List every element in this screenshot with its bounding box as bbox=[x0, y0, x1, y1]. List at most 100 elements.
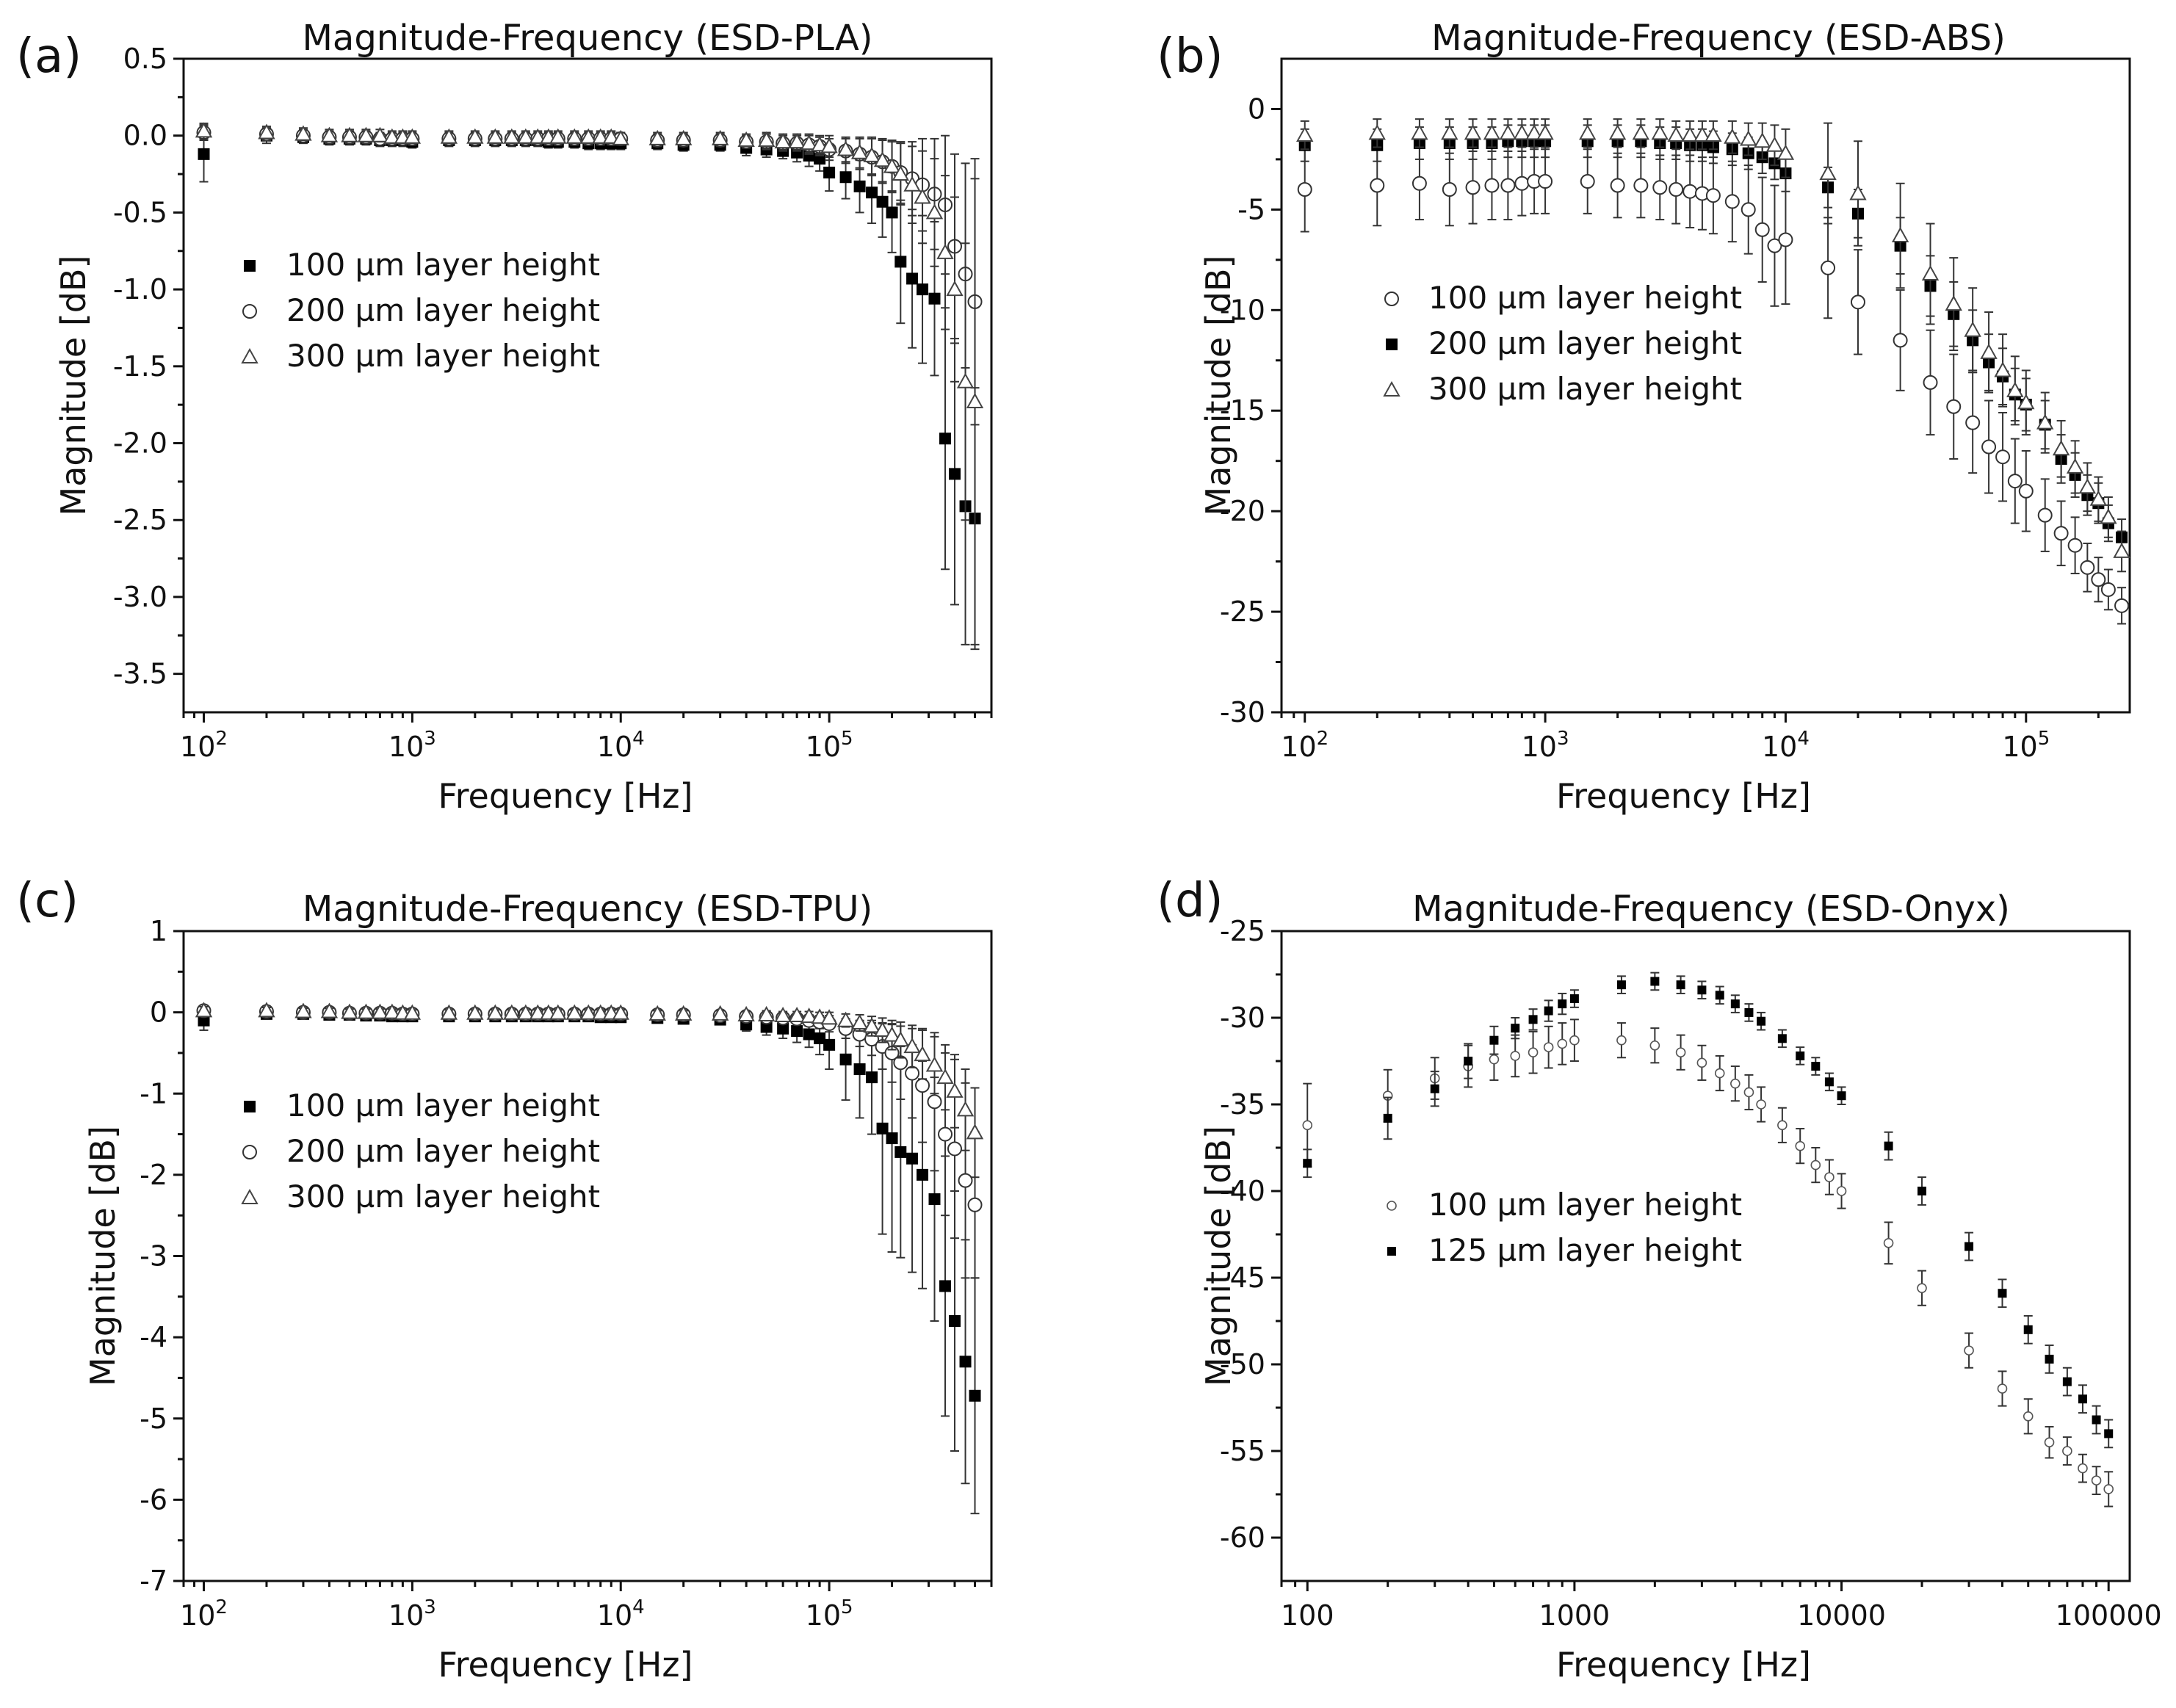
data-point bbox=[371, 1003, 389, 1019]
x-tick-label: 105 bbox=[806, 1596, 853, 1632]
data-point bbox=[836, 1011, 855, 1027]
data-point bbox=[906, 272, 919, 285]
y-tick-label: -40 bbox=[1220, 1175, 1265, 1207]
data-point bbox=[1743, 1087, 1754, 1098]
data-point bbox=[1667, 126, 1685, 142]
series-1 bbox=[1302, 1018, 2114, 1508]
data-point bbox=[2113, 542, 2130, 558]
data-point bbox=[1964, 1345, 1974, 1356]
data-point bbox=[1633, 178, 1649, 193]
data-point bbox=[1513, 124, 1531, 140]
panel-label: (a) bbox=[16, 29, 82, 84]
data-point bbox=[1411, 124, 1428, 140]
data-point bbox=[1649, 1040, 1660, 1051]
y-tick-label: -4 bbox=[140, 1321, 167, 1353]
data-point bbox=[2078, 1394, 2087, 1404]
data-point bbox=[1849, 184, 1867, 200]
data-point bbox=[592, 1004, 610, 1020]
data-point bbox=[549, 1004, 567, 1020]
data-point bbox=[906, 1152, 919, 1165]
legend-marker bbox=[1383, 380, 1400, 397]
data-point bbox=[1511, 1024, 1520, 1033]
legend-marker bbox=[1387, 1247, 1396, 1256]
y-tick-label: -6 bbox=[140, 1483, 167, 1516]
data-point bbox=[1543, 1042, 1554, 1052]
data-point bbox=[1370, 178, 1385, 193]
data-point bbox=[774, 1006, 792, 1023]
data-point bbox=[939, 433, 952, 445]
chart-title: Magnitude-Frequency (ESD-PLA) bbox=[303, 18, 873, 59]
data-point bbox=[1484, 178, 1500, 193]
data-point bbox=[2017, 394, 2035, 410]
chart-panel-c: (c) Magnitude-Frequency (ESD-TPU) 1 0 -1 -2 -3… bbox=[16, 874, 993, 1685]
data-point bbox=[529, 128, 546, 144]
chart-panel-d: (d) Magnitude-Frequency (ESD-Onyx) -25 -30 -… bbox=[1157, 874, 2162, 1685]
data-point bbox=[853, 1063, 866, 1076]
data-point bbox=[969, 1389, 981, 1402]
y-tick-label: -1.5 bbox=[113, 350, 167, 383]
y-tick-label: -45 bbox=[1220, 1262, 1265, 1294]
data-point bbox=[1850, 294, 1865, 310]
data-point bbox=[1483, 124, 1501, 140]
legend-marker bbox=[244, 260, 256, 272]
data-point bbox=[2007, 474, 2023, 489]
data-point bbox=[1675, 1047, 1686, 1057]
data-point bbox=[823, 166, 836, 178]
data-point bbox=[579, 1004, 597, 1020]
data-point bbox=[1297, 182, 1312, 197]
panel-label: (d) bbox=[1157, 874, 1223, 928]
y-tick-label: -25 bbox=[1220, 596, 1265, 628]
data-point bbox=[1368, 124, 1386, 140]
data-point bbox=[917, 1168, 929, 1181]
data-point bbox=[947, 1141, 963, 1157]
data-point bbox=[737, 1005, 755, 1021]
chart-title: Magnitude-Frequency (ESD-TPU) bbox=[303, 889, 872, 930]
legend-marker bbox=[241, 1188, 259, 1204]
x-tick-label: 104 bbox=[597, 728, 645, 763]
data-point bbox=[1730, 999, 1740, 1009]
data-point bbox=[1995, 449, 2011, 465]
x-tick-label: 100000 bbox=[2056, 1599, 2162, 1632]
data-point bbox=[579, 128, 597, 144]
data-point bbox=[1632, 124, 1650, 140]
data-point bbox=[1994, 361, 2011, 377]
data-point bbox=[1765, 136, 1784, 152]
legend-label: 100 µm layer height bbox=[1428, 280, 1742, 316]
data-point bbox=[814, 1032, 826, 1045]
data-point bbox=[1303, 1159, 1312, 1168]
x-axis-title: Frequency [Hz] bbox=[1556, 1645, 1811, 1685]
x-tick-label: 100 bbox=[1281, 1599, 1334, 1632]
data-point bbox=[2100, 508, 2117, 524]
legend-label: 100 µm layer height bbox=[286, 1088, 600, 1123]
data-point bbox=[1777, 1120, 1788, 1131]
data-point bbox=[2078, 478, 2097, 494]
data-point bbox=[565, 128, 583, 144]
data-point bbox=[967, 1197, 983, 1212]
data-point bbox=[1777, 1034, 1787, 1043]
data-point bbox=[440, 1004, 458, 1020]
data-point bbox=[549, 128, 567, 144]
x-axis-title: Frequency [Hz] bbox=[438, 1645, 693, 1685]
x-tick-label: 102 bbox=[180, 728, 228, 763]
data-point bbox=[1536, 124, 1554, 140]
data-point bbox=[925, 203, 944, 220]
data-point bbox=[2023, 1411, 2034, 1422]
data-point bbox=[1810, 1159, 1821, 1170]
y-axis-title: Magnitude [dB] bbox=[83, 1126, 123, 1386]
data-point bbox=[2067, 538, 2083, 553]
data-point bbox=[1836, 1186, 1847, 1196]
legend-label: 300 µm layer height bbox=[286, 1179, 600, 1215]
legend-marker bbox=[242, 1145, 257, 1159]
data-point bbox=[294, 1002, 312, 1018]
y-tick-label: 1 bbox=[150, 915, 167, 947]
y-tick-label: -7 bbox=[140, 1565, 167, 1597]
data-point bbox=[517, 128, 535, 144]
data-point bbox=[2103, 1484, 2114, 1494]
data-point bbox=[198, 1014, 210, 1027]
data-point bbox=[466, 1004, 484, 1020]
data-point bbox=[811, 136, 828, 152]
legend-label: 300 µm layer height bbox=[1428, 371, 1742, 407]
data-point bbox=[1442, 182, 1457, 197]
legend-label: 200 µm layer height bbox=[1428, 325, 1742, 361]
